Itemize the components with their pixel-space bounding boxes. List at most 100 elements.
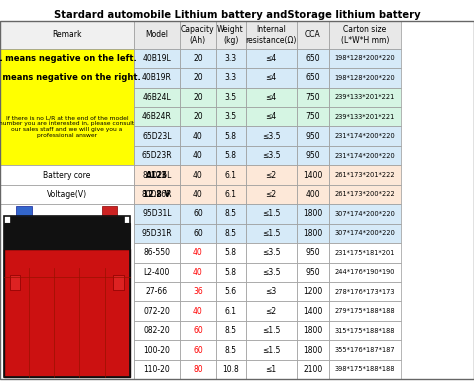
Bar bbox=[134, 49, 180, 68]
Bar bbox=[216, 224, 246, 243]
Text: 072-20: 072-20 bbox=[144, 307, 170, 316]
Text: Capacity
(Ah): Capacity (Ah) bbox=[181, 25, 215, 44]
Text: 950: 950 bbox=[306, 151, 320, 160]
Bar bbox=[216, 185, 246, 204]
Bar bbox=[297, 262, 329, 282]
Bar bbox=[134, 21, 180, 49]
Text: Voltage(V): Voltage(V) bbox=[47, 190, 87, 199]
Text: ≤1.5: ≤1.5 bbox=[262, 229, 280, 238]
Bar bbox=[329, 204, 401, 224]
Text: 082-20: 082-20 bbox=[144, 326, 170, 335]
Bar bbox=[216, 107, 246, 126]
Bar bbox=[180, 21, 216, 49]
Bar bbox=[180, 243, 216, 262]
Bar bbox=[329, 262, 401, 282]
Text: 650: 650 bbox=[306, 54, 320, 63]
Bar bbox=[329, 49, 401, 68]
Text: 5.8: 5.8 bbox=[225, 151, 237, 160]
Bar bbox=[102, 206, 117, 216]
Bar bbox=[134, 243, 180, 262]
Bar bbox=[134, 301, 180, 321]
Text: 750: 750 bbox=[306, 93, 320, 102]
Text: 65D23L: 65D23L bbox=[142, 132, 172, 141]
Bar bbox=[216, 88, 246, 107]
Text: Remark: Remark bbox=[52, 30, 82, 39]
Bar bbox=[113, 275, 124, 290]
Text: ≤1.5: ≤1.5 bbox=[262, 345, 280, 355]
Bar bbox=[134, 68, 180, 88]
Bar bbox=[216, 21, 246, 49]
Text: 60: 60 bbox=[193, 210, 203, 218]
Text: 40: 40 bbox=[193, 132, 203, 141]
Text: 1800: 1800 bbox=[303, 229, 322, 238]
Bar bbox=[297, 68, 329, 88]
Bar bbox=[329, 146, 401, 165]
Text: A123: A123 bbox=[146, 170, 168, 180]
Text: 27-66: 27-66 bbox=[146, 287, 168, 296]
Bar bbox=[246, 360, 297, 379]
Bar bbox=[180, 360, 216, 379]
Bar bbox=[297, 185, 329, 204]
Text: 5.8: 5.8 bbox=[225, 132, 237, 141]
Bar bbox=[297, 49, 329, 68]
Text: 279*175*188*188: 279*175*188*188 bbox=[335, 308, 395, 314]
Bar bbox=[134, 185, 180, 204]
Bar bbox=[297, 88, 329, 107]
Bar bbox=[216, 165, 246, 185]
Text: ≤3: ≤3 bbox=[265, 287, 277, 296]
Text: 3.5: 3.5 bbox=[225, 112, 237, 121]
Bar bbox=[180, 262, 216, 282]
Bar bbox=[246, 126, 297, 146]
Bar bbox=[329, 243, 401, 262]
Bar bbox=[180, 340, 216, 360]
Bar bbox=[180, 107, 216, 126]
Bar bbox=[180, 185, 216, 204]
Text: 2100: 2100 bbox=[303, 365, 322, 374]
Text: Weight
(kg): Weight (kg) bbox=[217, 25, 244, 44]
Text: 239*133*201*221: 239*133*201*221 bbox=[335, 94, 395, 100]
Bar bbox=[297, 224, 329, 243]
Bar bbox=[329, 68, 401, 88]
Bar bbox=[134, 262, 180, 282]
Bar bbox=[297, 107, 329, 126]
Bar bbox=[246, 340, 297, 360]
Text: 8.5: 8.5 bbox=[225, 345, 237, 355]
Bar bbox=[180, 88, 216, 107]
Text: 40: 40 bbox=[193, 248, 203, 257]
Bar bbox=[134, 224, 180, 243]
Bar bbox=[329, 224, 401, 243]
Bar bbox=[329, 126, 401, 146]
Text: 6.1: 6.1 bbox=[225, 190, 237, 199]
Bar bbox=[10, 216, 124, 223]
Text: 40B19L: 40B19L bbox=[143, 54, 171, 63]
Text: 1400: 1400 bbox=[303, 307, 322, 316]
Bar bbox=[329, 165, 401, 185]
Bar bbox=[134, 185, 180, 204]
Bar bbox=[180, 224, 216, 243]
Bar bbox=[246, 321, 297, 340]
Text: 198*128*200*220: 198*128*200*220 bbox=[335, 75, 395, 81]
Bar bbox=[134, 126, 180, 146]
Text: 20: 20 bbox=[193, 54, 203, 63]
Text: 950: 950 bbox=[306, 248, 320, 257]
Bar bbox=[0, 185, 134, 204]
Text: 3.3: 3.3 bbox=[225, 54, 237, 63]
Bar bbox=[134, 360, 180, 379]
Text: 750: 750 bbox=[306, 112, 320, 121]
Text: 95D31R: 95D31R bbox=[142, 229, 172, 238]
Text: R means negative on the right.: R means negative on the right. bbox=[0, 73, 141, 82]
Text: 8.5: 8.5 bbox=[225, 326, 237, 335]
Text: 36: 36 bbox=[193, 287, 203, 296]
Bar bbox=[134, 282, 180, 301]
Bar bbox=[297, 282, 329, 301]
Text: ≤2: ≤2 bbox=[265, 307, 277, 316]
Text: 95D31L: 95D31L bbox=[142, 210, 172, 218]
Bar bbox=[329, 88, 401, 107]
Bar bbox=[10, 275, 20, 290]
Bar bbox=[180, 68, 216, 88]
Text: Model: Model bbox=[146, 30, 168, 39]
Bar bbox=[246, 146, 297, 165]
Bar bbox=[17, 206, 32, 216]
Text: 5.6: 5.6 bbox=[225, 287, 237, 296]
Text: ≤4: ≤4 bbox=[265, 93, 277, 102]
